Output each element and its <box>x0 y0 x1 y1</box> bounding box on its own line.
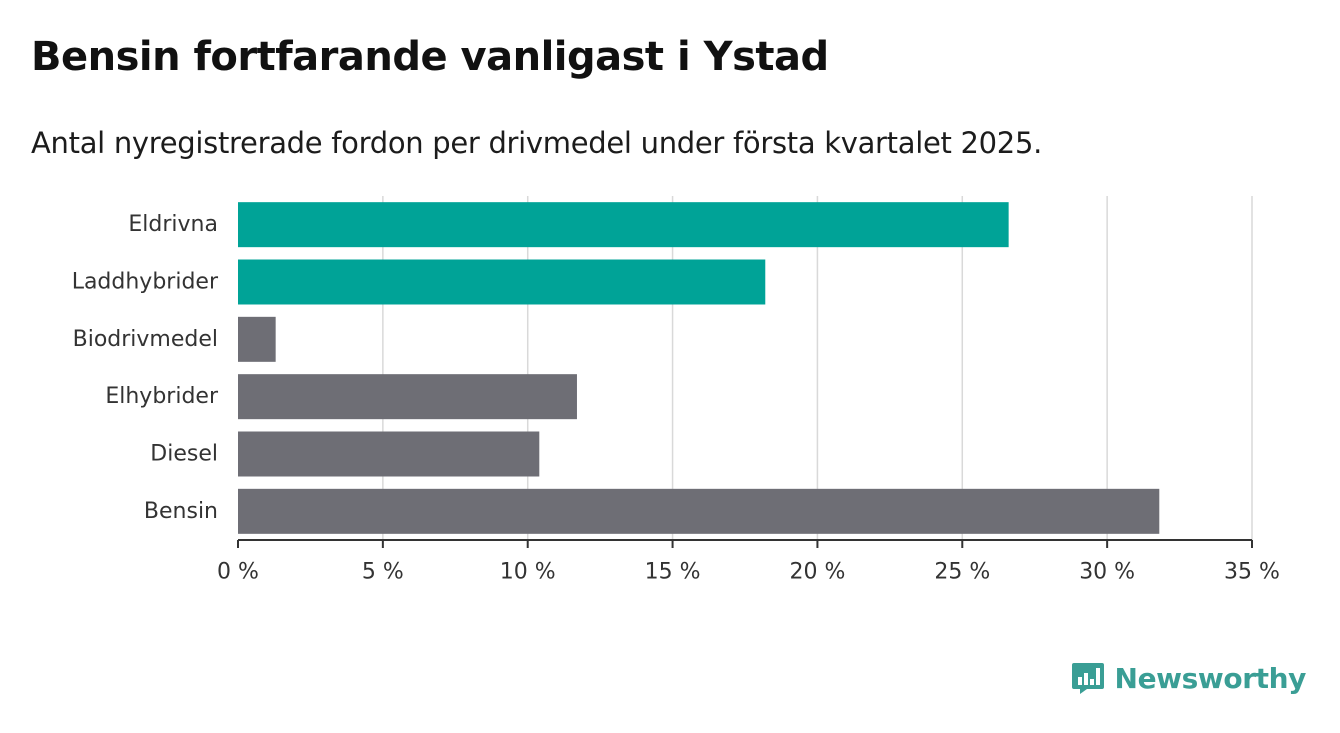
bar-elhybrider <box>238 374 577 420</box>
category-label: Biodrivmedel <box>73 327 218 352</box>
chart-subtitle: Antal nyregistrerade fordon per drivmede… <box>31 126 1043 160</box>
category-label: Elhybrider <box>105 384 219 409</box>
category-label: Diesel <box>150 442 218 467</box>
bar-biodrivmedel <box>238 316 276 362</box>
bar-diesel <box>238 431 540 477</box>
x-tick-label: 5 % <box>362 560 404 585</box>
x-tick-label: 0 % <box>217 560 259 585</box>
bar-laddhybrider <box>238 259 766 305</box>
x-tick-label: 30 % <box>1079 560 1135 585</box>
bar-chart-speech-bubble-icon <box>1071 663 1104 694</box>
x-tick-label: 20 % <box>789 560 845 585</box>
x-tick-label: 35 % <box>1224 560 1280 585</box>
x-tick-label: 15 % <box>645 560 701 585</box>
x-axis: 0 % 5 % 10 % 15 % 20 % 25 % 30 % 35 % <box>217 539 1280 585</box>
bar-eldrivna <box>238 202 1009 248</box>
category-labels: Eldrivna Laddhybrider Biodrivmedel Elhybrid… <box>72 212 219 524</box>
category-label: Bensin <box>144 499 218 524</box>
x-tick-label: 10 % <box>500 560 556 585</box>
bar-bensin <box>238 488 1160 534</box>
category-label: Laddhybrider <box>72 270 219 295</box>
brand-name: Newsworthy <box>1114 661 1307 695</box>
brand-logo: Newsworthy <box>1071 661 1306 695</box>
category-label: Eldrivna <box>128 212 218 237</box>
gridlines <box>382 196 1253 540</box>
x-tick-label: 25 % <box>934 560 990 585</box>
bars <box>238 202 1160 534</box>
chart-title: Bensin fortfarande vanligast i Ystad <box>31 34 829 80</box>
